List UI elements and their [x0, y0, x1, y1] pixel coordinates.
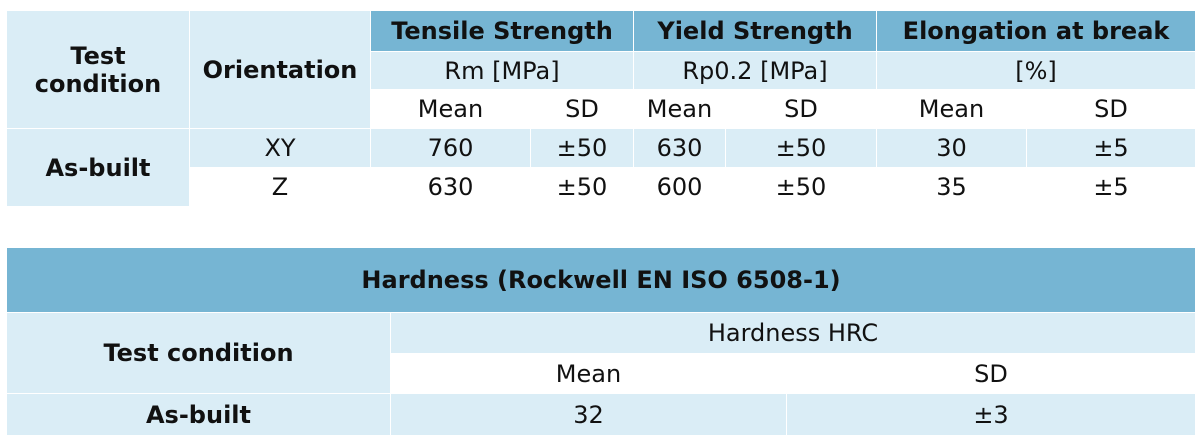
condition-as-built: As-built — [6, 128, 190, 207]
elongation-unit: [%] — [875, 51, 1197, 90]
hardness-sd-cell: ±3 — [785, 393, 1197, 436]
yield-mean-cell: 600 — [633, 167, 726, 207]
tensile-sd-cell: ±50 — [530, 128, 634, 168]
test-condition-header: Test condition — [6, 10, 190, 129]
elongation-mean-cell: 35 — [876, 167, 1027, 207]
hardness-sd-header: SD — [785, 353, 1197, 394]
hardness-condition-as-built: As-built — [6, 393, 391, 436]
hardness-hrc-header: Hardness HRC — [389, 312, 1197, 354]
yield-mean-header: Mean — [633, 89, 726, 129]
elongation-header: Elongation at break — [875, 10, 1197, 52]
yield-unit: Rp0.2 [MPa] — [633, 51, 877, 90]
tensile-sd-cell: ±50 — [530, 167, 634, 207]
hardness-test-condition-header: Test condition — [6, 312, 391, 394]
yield-sd-cell: ±50 — [725, 167, 877, 207]
yield-strength-header: Yield Strength — [633, 10, 877, 52]
yield-sd-cell: ±50 — [725, 128, 877, 168]
hardness-title: Hardness (Rockwell EN ISO 6508-1) — [5, 247, 1197, 313]
yield-sd-header: SD — [725, 89, 877, 129]
table-row: As-built XY 760 ±50 630 ±50 30 ±5 — [6, 128, 1197, 207]
tensile-mean-header: Mean — [370, 89, 531, 129]
hardness-mean-header: Mean — [390, 353, 787, 394]
table-row: Z 630 ±50 600 ±50 35 ±5 — [7, 167, 1197, 207]
orientation-cell: Z — [189, 167, 371, 207]
elongation-sd-cell: ±5 — [1025, 167, 1197, 207]
hardness-table: Hardness (Rockwell EN ISO 6508-1) Test c… — [5, 247, 1197, 436]
mechanical-properties-table: Test condition Orientation Tensile Stren… — [6, 10, 1197, 207]
elongation-mean-cell: 30 — [876, 128, 1027, 168]
hardness-mean-cell: 32 — [390, 393, 787, 436]
orientation-cell: XY — [189, 128, 371, 168]
tensile-mean-cell: 630 — [370, 167, 531, 207]
orientation-header: Orientation — [189, 10, 371, 129]
tensile-unit: Rm [MPa] — [370, 51, 634, 90]
elongation-sd-cell: ±5 — [1025, 128, 1197, 168]
yield-mean-cell: 630 — [633, 128, 726, 168]
tensile-sd-header: SD — [530, 89, 634, 129]
table-row: As-built 32 ±3 — [6, 393, 1197, 436]
elongation-mean-header: Mean — [876, 89, 1027, 129]
elongation-sd-header: SD — [1025, 89, 1197, 129]
tensile-mean-cell: 760 — [370, 128, 531, 168]
tensile-strength-header: Tensile Strength — [370, 10, 634, 52]
